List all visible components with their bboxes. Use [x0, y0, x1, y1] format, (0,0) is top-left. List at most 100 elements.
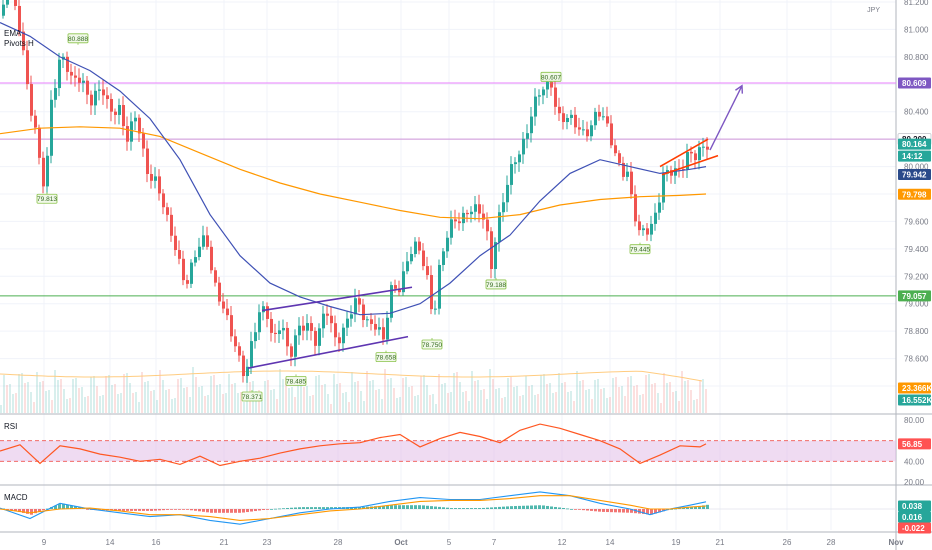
y-tick-label: 79.200 — [904, 272, 929, 281]
candle-body — [134, 117, 137, 122]
candle-body — [606, 116, 609, 124]
volume-bar — [450, 392, 452, 413]
candle-body — [426, 266, 429, 276]
candle-body — [2, 4, 5, 16]
candle-body — [410, 254, 413, 262]
candle-body — [446, 237, 449, 252]
volume-bar — [363, 401, 365, 413]
macd-histogram-bar — [222, 509, 225, 513]
volume-bar — [486, 399, 488, 413]
y-tick-label: 81.000 — [904, 25, 929, 34]
volume-bar — [666, 383, 668, 413]
volume-bar — [273, 389, 275, 413]
candle-body — [570, 114, 573, 118]
pivot-label-box — [241, 391, 263, 402]
candle-body — [186, 280, 189, 284]
macd-histogram-bar — [510, 506, 513, 509]
macd-histogram-bar — [234, 509, 237, 513]
candle-body — [646, 228, 649, 235]
volume-bar — [483, 389, 485, 413]
volume-bar — [291, 387, 293, 413]
volume-bar — [453, 373, 455, 413]
pivot-label-box — [421, 339, 443, 350]
volume-bar — [705, 389, 707, 413]
macd-histogram-bar — [538, 505, 541, 509]
macd-histogram-bar — [318, 507, 321, 509]
macd-histogram-bar — [294, 507, 297, 509]
macd-histogram-bar — [270, 509, 273, 510]
volume-bar — [93, 376, 95, 413]
channel-trendline[interactable] — [661, 154, 719, 176]
macd-histogram-bar — [642, 509, 645, 514]
volume-bar — [216, 385, 218, 413]
volume-bar — [672, 392, 674, 413]
macd-histogram-bar — [14, 509, 17, 512]
candle-body — [122, 105, 125, 127]
volume-bar — [663, 373, 665, 413]
volume-bar — [177, 379, 179, 413]
candle-body — [274, 332, 277, 335]
macd-histogram-bar — [162, 509, 165, 511]
macd-histogram-bar — [626, 509, 629, 513]
candle-body — [198, 246, 201, 258]
candle-body — [454, 219, 457, 222]
candle-body — [78, 77, 81, 83]
macd-signal-line — [0, 495, 707, 521]
candle-body — [146, 148, 149, 175]
candle-body — [326, 313, 329, 316]
volume-bar — [471, 371, 473, 413]
volume-bar — [429, 395, 431, 413]
volume-bar — [57, 380, 59, 413]
candle-body — [174, 235, 177, 251]
macd-histogram-bar — [266, 509, 269, 510]
macd-histogram-bar — [186, 509, 189, 510]
candle-body — [102, 89, 105, 96]
volume-bar — [612, 378, 614, 413]
macd-histogram-bar — [450, 508, 453, 509]
projection-arrow-head — [735, 84, 744, 94]
candle-body — [22, 31, 25, 51]
candle-body — [402, 271, 405, 293]
candle-body — [602, 116, 605, 118]
macd-histogram-bar — [658, 509, 661, 513]
volume-bar — [315, 376, 317, 413]
candle-body — [394, 285, 397, 289]
volume-bar — [351, 372, 353, 413]
candle-body — [258, 312, 261, 333]
macd-histogram-bar — [622, 509, 625, 513]
macd-histogram-bar — [482, 507, 485, 509]
candle-body — [38, 127, 41, 158]
channel-trendline[interactable] — [247, 335, 409, 369]
volume-bar — [387, 379, 389, 413]
candle-body — [438, 264, 441, 309]
macd-histogram-bar — [250, 509, 253, 512]
macd-histogram-bar — [578, 509, 581, 510]
volume-bar — [468, 401, 470, 413]
channel-trendline[interactable] — [659, 138, 709, 168]
volume-bar — [504, 397, 506, 413]
candle-body — [542, 89, 545, 96]
channel-trendline[interactable] — [261, 286, 413, 312]
macd-histogram-bar — [466, 508, 469, 509]
volume-bar — [438, 374, 440, 413]
pivot-label: 79.188 — [486, 282, 506, 289]
volume-bar — [66, 399, 68, 413]
volume-bar — [567, 392, 569, 413]
macd-histogram-bar — [506, 506, 509, 509]
macd-histogram-bar — [630, 509, 633, 513]
volume-bar — [432, 394, 434, 413]
price-tag-label: 79.057 — [902, 292, 927, 301]
volume-bar — [228, 374, 230, 413]
macd-histogram-bar — [646, 509, 649, 515]
volume-bar — [588, 389, 590, 413]
projection-arrow-line[interactable] — [709, 85, 743, 151]
candle-body — [650, 223, 653, 235]
volume-bar — [459, 382, 461, 413]
volume-bar — [690, 390, 692, 413]
macd-histogram-bar — [290, 507, 293, 509]
volume-bar — [417, 395, 419, 413]
price-tag — [898, 150, 931, 162]
candle-body — [54, 88, 57, 100]
volume-bar — [294, 397, 296, 413]
